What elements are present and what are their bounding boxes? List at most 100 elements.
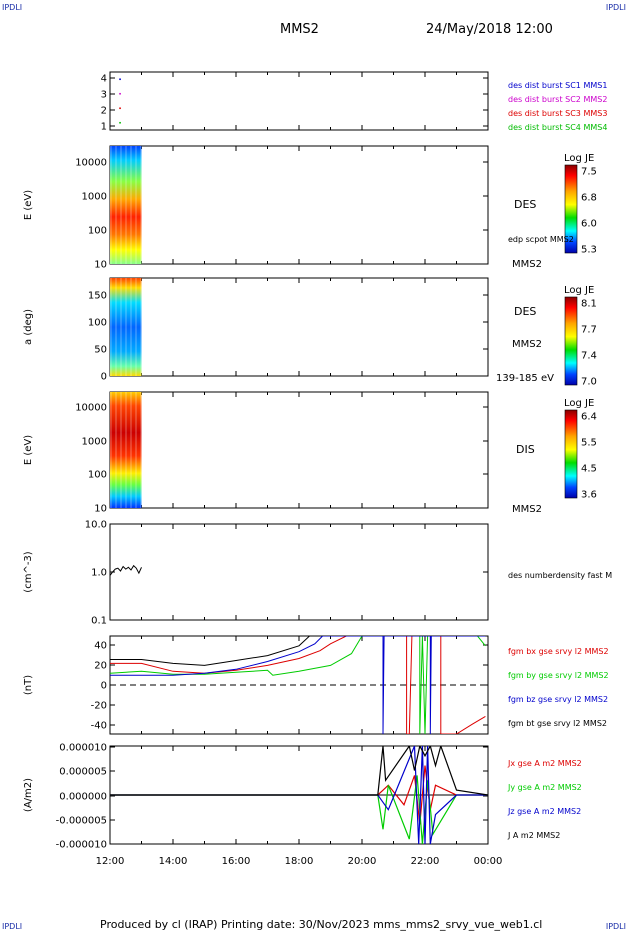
panel-2-ytick-label: 10000 — [75, 158, 107, 169]
panel-2-frame — [109, 145, 489, 265]
current-series-line — [110, 746, 488, 796]
panel-4-ytick-label: 10000 — [75, 403, 107, 414]
panel-3-ytick-label: 0 — [101, 372, 107, 383]
burst-marker — [119, 92, 121, 95]
panel-5-frame — [109, 523, 489, 621]
burst-marker — [119, 107, 121, 110]
corner-label-top-right: IPDLI — [605, 3, 626, 12]
colorbar-tick-label: 7.7 — [581, 325, 597, 336]
panel-1-ytick-label: 1 — [101, 122, 107, 133]
panel-3-ytick-label: 50 — [94, 345, 107, 356]
colorbar-tick-label: 7.5 — [581, 167, 597, 178]
colorbar — [564, 296, 578, 386]
panel-7-ytick-label: 0.000010 — [59, 743, 107, 754]
colorbar-tick-label: 7.4 — [581, 351, 597, 362]
panel-5-ytick-label: 1.0 — [91, 568, 107, 579]
legend-entry-current: Jy gse A m2 MMS2 — [507, 783, 582, 792]
panel-right-label: MMS2 — [512, 504, 542, 515]
legend-entry-current: Jx gse A m2 MMS2 — [507, 759, 582, 768]
panel-5-ylabel: (cm^-3) — [23, 551, 34, 592]
legend-entry-current: J A m2 MMS2 — [507, 831, 560, 840]
panel-4-ytick-label: 1000 — [82, 437, 107, 448]
current-lines — [110, 746, 488, 844]
colorbar-tick-label: 5.3 — [581, 245, 597, 256]
colorbar-tick-label: 6.4 — [581, 412, 597, 423]
colorbar-tick-label: 6.8 — [581, 193, 597, 204]
colorbar-tick-label: 8.1 — [581, 299, 597, 310]
colorbar-title: Log JE — [564, 285, 594, 296]
panel-right-label: DES — [514, 305, 536, 318]
panel-4-ylabel: E (eV) — [23, 435, 34, 465]
panel-1-frame — [109, 71, 489, 131]
panel-7-ytick-label: -0.000010 — [56, 840, 107, 851]
panel-4-ytick-label: 10 — [94, 504, 107, 515]
panel-3-frame — [109, 277, 489, 377]
bfield-series-line — [110, 636, 486, 734]
legend-entry-current: Jz gse A m2 MMS2 — [507, 807, 581, 816]
colorbar — [564, 164, 578, 254]
current-series-line — [110, 746, 488, 844]
panel-6-ytick-label: 0 — [101, 681, 107, 692]
panel-7-ytick-label: 0.000005 — [59, 767, 107, 778]
x-axis-tick-label: 16:00 — [222, 856, 251, 867]
panel-right-label: MMS2 — [512, 259, 542, 270]
panel-5-ytick-label: 10.0 — [85, 520, 107, 531]
colorbar-tick-label: 5.5 — [581, 438, 597, 449]
panel-1-ytick-label: 2 — [101, 106, 107, 117]
panel-2-ytick-label: 1000 — [82, 192, 107, 203]
spectrogram-texture — [110, 146, 142, 264]
panel-7-ytick-label: 0.000000 — [59, 792, 107, 803]
panel-5-ytick-label: 0.1 — [91, 616, 107, 627]
panel-2-ytick-label: 100 — [88, 226, 107, 237]
panel-1-ytick-label: 3 — [101, 90, 107, 101]
spectrogram-texture — [110, 278, 142, 376]
x-axis-tick-label: 00:00 — [474, 856, 503, 867]
legend-entry-burst: des dist burst SC2 MMS2 — [508, 95, 607, 104]
footer-text: Produced by cl (IRAP) Printing date: 30/… — [100, 918, 543, 931]
colorbar-tick-label: 3.6 — [581, 490, 597, 501]
x-axis-tick-label: 22:00 — [411, 856, 440, 867]
colorbar-title: Log JE — [564, 153, 594, 164]
legend-entry-burst: des dist burst SC3 MMS3 — [508, 109, 607, 118]
bfield-lines — [110, 636, 488, 734]
spacecraft-title: MMS2 — [280, 22, 319, 37]
x-axis-tick-label: 18:00 — [285, 856, 314, 867]
panel-2-ylabel: E (eV) — [23, 190, 34, 220]
legend-entry-bfield: fgm bt gse srvy l2 MMS2 — [508, 719, 607, 728]
x-axis-tick-label: 12:00 — [96, 856, 125, 867]
spectrogram-texture — [110, 392, 142, 508]
density-line — [109, 564, 142, 576]
panel-7-ytick-label: -0.000005 — [56, 816, 107, 827]
panel-6-ytick-label: 40 — [94, 641, 107, 652]
panel-6-ytick-label: -20 — [91, 701, 107, 712]
legend-entry-bfield: fgm by gse srvy l2 MMS2 — [508, 671, 609, 680]
colorbar-tick-label: 7.0 — [581, 377, 597, 388]
panel-4-frame — [109, 391, 489, 509]
panel-4-ytick-label: 100 — [88, 470, 107, 481]
bfield-series-line — [110, 636, 486, 734]
bfield-series-line — [110, 636, 486, 734]
burst-marker — [119, 78, 121, 81]
bfield-series-line — [110, 636, 310, 666]
panel-3-ytick-label: 150 — [88, 291, 107, 302]
panel-2-ytick-label: 10 — [94, 260, 107, 271]
legend-entry-bfield: fgm bz gse srvy l2 MMS2 — [508, 695, 608, 704]
panel-3-ylabel: a (deg) — [23, 309, 34, 345]
x-axis-tick-label: 20:00 — [348, 856, 377, 867]
panel-1-ytick-label: 4 — [101, 74, 107, 85]
legend-entry-density: des numberdensity fast M — [508, 571, 612, 580]
current-series-line — [110, 775, 488, 844]
legend-entry-burst: des dist burst SC4 MMS4 — [508, 123, 607, 132]
legend-entry-burst: des dist burst SC1 MMS1 — [508, 81, 607, 90]
panel-right-label: 139-185 eV — [496, 373, 554, 384]
x-axis-tick-label: 14:00 — [159, 856, 188, 867]
burst-marker — [119, 121, 121, 124]
legend-entry-bfield: fgm bx gse srvy l2 MMS2 — [508, 647, 609, 656]
panel-right-label: DES — [514, 198, 536, 211]
panel-6-ytick-label: -40 — [91, 721, 107, 732]
panel-right-label: DIS — [516, 443, 535, 456]
corner-label-top-left: IPDLI — [2, 3, 23, 12]
panel-3-ytick-label: 100 — [88, 318, 107, 329]
plot-datetime: 24/May/2018 12:00 — [426, 22, 553, 37]
